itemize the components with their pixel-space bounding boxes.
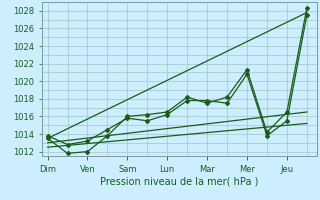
X-axis label: Pression niveau de la mer( hPa ): Pression niveau de la mer( hPa ): [100, 177, 258, 187]
